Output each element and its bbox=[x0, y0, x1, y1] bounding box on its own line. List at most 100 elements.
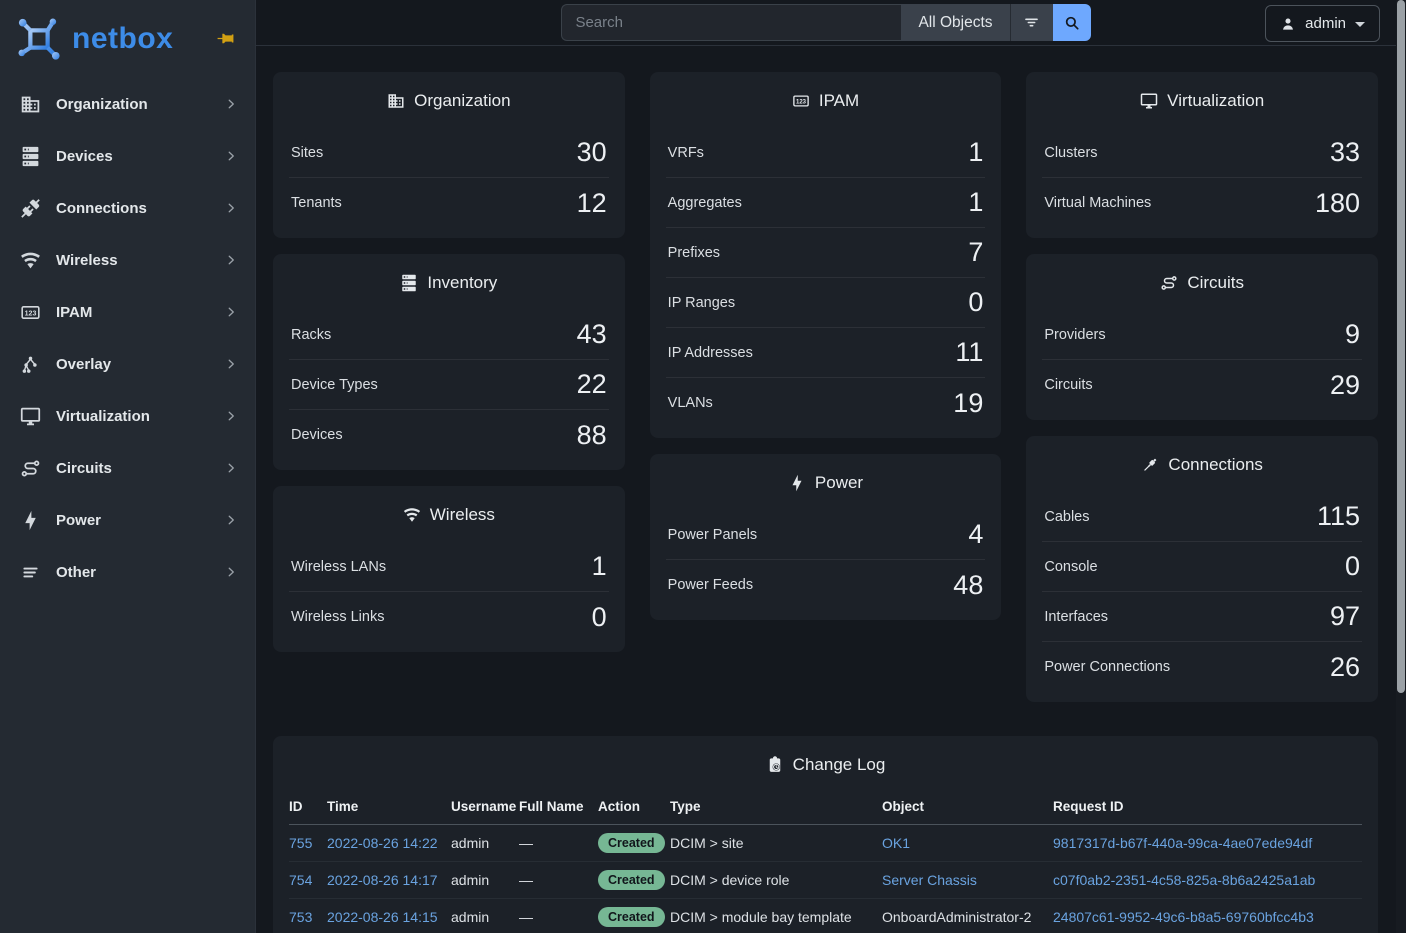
filter-button[interactable] bbox=[1009, 4, 1053, 41]
user-menu-button[interactable]: admin bbox=[1265, 5, 1380, 42]
changelog-time-link[interactable]: 2022-08-26 14:15 bbox=[327, 909, 438, 925]
search-submit-button[interactable] bbox=[1052, 4, 1091, 41]
stat-label: Clusters bbox=[1044, 144, 1098, 161]
stat-value: 180 bbox=[1314, 187, 1361, 218]
sidebar-item-connections[interactable]: Connections bbox=[0, 182, 255, 234]
stat-value: 29 bbox=[1329, 369, 1361, 400]
stat-value: 88 bbox=[576, 419, 607, 450]
stat-value: 26 bbox=[1329, 651, 1361, 682]
changelog-object-link[interactable]: OK1 bbox=[882, 835, 911, 851]
stat-value: 30 bbox=[576, 137, 607, 167]
changelog-requestid-link[interactable]: 9817317d-b67f-440a-99ca-4ae07ede94df bbox=[1053, 835, 1313, 851]
card-title: Circuits bbox=[1042, 268, 1362, 298]
changelog-type: DCIM > module bay template bbox=[670, 898, 882, 933]
stat-label: Sites bbox=[291, 144, 324, 161]
page-scrollbar[interactable] bbox=[1396, 0, 1406, 933]
dashboard-column-1: Organization Sites 30 Tenants 12 Invento… bbox=[273, 72, 625, 702]
stat-label: Device Types bbox=[291, 376, 378, 393]
card-title: Change Log bbox=[289, 750, 1362, 780]
sidebar-item-organization[interactable]: Organization bbox=[0, 78, 255, 130]
search-scope-button[interactable]: All Objects bbox=[901, 4, 1010, 41]
card-title: IPAM bbox=[666, 86, 986, 116]
netbox-logo-icon[interactable] bbox=[16, 16, 62, 62]
stat-row: Sites 30 bbox=[289, 128, 609, 178]
stat-row: VRFs 1 bbox=[665, 128, 986, 178]
transit-icon bbox=[1160, 274, 1178, 292]
sidebar-item-wireless[interactable]: Wireless bbox=[0, 234, 255, 286]
chevron-right-icon bbox=[225, 410, 237, 422]
chevron-right-icon bbox=[225, 306, 237, 318]
changelog-time-link[interactable]: 2022-08-26 14:22 bbox=[327, 835, 438, 851]
sidebar-item-circuits[interactable]: Circuits bbox=[0, 442, 255, 494]
wifi-icon bbox=[20, 250, 41, 271]
sidebar-item-label: Other bbox=[56, 563, 97, 581]
sidebar-nav: Organization Devices Connections Wireles… bbox=[0, 78, 255, 598]
chevron-right-icon bbox=[225, 566, 237, 578]
table-row: 754 2022-08-26 14:17 admin — Created DCI… bbox=[289, 861, 1362, 899]
stat-row: Device Types 22 bbox=[289, 360, 609, 410]
chevron-right-icon bbox=[225, 358, 237, 370]
table-row: 755 2022-08-26 14:22 admin — Created DCI… bbox=[289, 824, 1362, 862]
person-icon bbox=[1280, 16, 1296, 32]
sidebar-item-ipam[interactable]: IPAM bbox=[0, 286, 255, 338]
stat-label: Wireless Links bbox=[291, 609, 385, 625]
column-header-requestid: Request ID bbox=[1053, 792, 1362, 825]
search-input[interactable] bbox=[561, 4, 902, 41]
changelog-username: admin bbox=[451, 861, 519, 899]
monitor-icon bbox=[20, 406, 41, 427]
stat-row: IP Addresses 11 bbox=[665, 328, 986, 378]
sidebar-item-power[interactable]: Power bbox=[0, 494, 255, 546]
stat-value: 0 bbox=[968, 287, 984, 317]
changelog-username: admin bbox=[451, 898, 519, 933]
stat-value: 11 bbox=[955, 337, 984, 367]
card-title: Connections bbox=[1042, 450, 1362, 480]
changelog-requestid-link[interactable]: 24807c61-9952-49c6-b8a5-69760bfcc4b3 bbox=[1053, 909, 1314, 925]
stat-value: 12 bbox=[576, 187, 607, 218]
changelog-requestid-link[interactable]: c07f0ab2-2351-4c58-825a-8b6a2425a1ab bbox=[1053, 872, 1316, 888]
chevron-right-icon bbox=[225, 254, 237, 266]
stat-value: 97 bbox=[1329, 601, 1361, 631]
sidebar-item-devices[interactable]: Devices bbox=[0, 130, 255, 182]
changelog-object: OnboardAdministrator-2 bbox=[882, 898, 1053, 933]
changelog-id-link[interactable]: 753 bbox=[289, 909, 313, 925]
graph-icon bbox=[20, 354, 41, 375]
changelog-object-link[interactable]: Server Chassis bbox=[882, 872, 977, 888]
chevron-right-icon bbox=[225, 150, 237, 162]
stat-label: Prefixes bbox=[667, 244, 721, 261]
brand-wordmark[interactable]: netbox bbox=[72, 22, 174, 55]
sidebar-item-virtualization[interactable]: Virtualization bbox=[0, 390, 255, 442]
card-ipam: IPAM VRFs 1 Aggregates 1 Prefixes 7 IP R… bbox=[649, 72, 1002, 438]
card-wireless: Wireless Wireless LANs 1 Wireless Links … bbox=[273, 486, 625, 652]
stat-label: Tenants bbox=[291, 195, 342, 211]
card-title-text: Wireless bbox=[429, 505, 495, 524]
card-title-text: Organization bbox=[414, 91, 511, 110]
changelog-time-link[interactable]: 2022-08-26 14:17 bbox=[327, 872, 438, 888]
sidebar-item-overlay[interactable]: Overlay bbox=[0, 338, 255, 390]
server-icon bbox=[20, 146, 41, 167]
card-virtualization: Virtualization Clusters 33 Virtual Machi… bbox=[1026, 72, 1379, 238]
stat-label: Devices bbox=[291, 427, 343, 443]
stat-value: 0 bbox=[1344, 551, 1361, 581]
stat-row: Wireless Links 0 bbox=[289, 592, 609, 642]
changelog-id-link[interactable]: 755 bbox=[289, 835, 313, 851]
stat-row: Power Connections 26 bbox=[1042, 642, 1362, 692]
card-title: Inventory bbox=[289, 268, 609, 298]
changelog-id-link[interactable]: 754 bbox=[289, 872, 313, 888]
transit-icon bbox=[20, 458, 41, 479]
dashboard-column-3: Virtualization Clusters 33 Virtual Machi… bbox=[1026, 72, 1379, 702]
stat-row: Virtual Machines 180 bbox=[1042, 178, 1362, 228]
sidebar-item-other[interactable]: Other bbox=[0, 546, 255, 598]
stat-row: Interfaces 97 bbox=[1042, 592, 1363, 642]
server-icon bbox=[400, 274, 418, 292]
stat-label: Power Connections bbox=[1044, 659, 1171, 675]
stat-row: Providers 9 bbox=[1042, 310, 1363, 360]
dashboard: Organization Sites 30 Tenants 12 Invento… bbox=[256, 46, 1396, 933]
caret-down-icon bbox=[1355, 22, 1365, 27]
cable-icon bbox=[1141, 456, 1159, 474]
pin-sidebar-icon[interactable] bbox=[216, 29, 235, 48]
stat-label: VLANs bbox=[667, 395, 713, 411]
sidebar-item-label: Devices bbox=[56, 147, 113, 165]
sidebar-item-label: Organization bbox=[56, 95, 148, 113]
stat-value: 9 bbox=[1344, 319, 1361, 349]
scrollbar-thumb[interactable] bbox=[1397, 0, 1405, 693]
